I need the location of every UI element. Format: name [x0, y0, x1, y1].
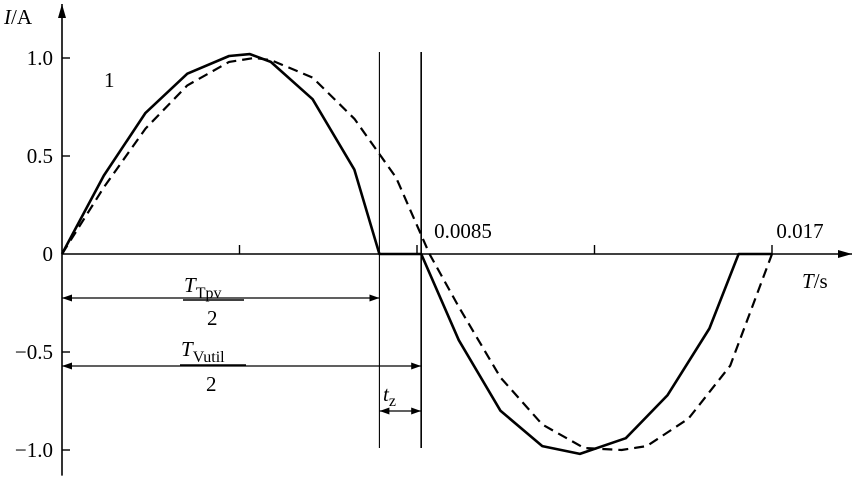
y-axis-label: I/A — [3, 5, 33, 29]
x-tick-label-1: 0.017 — [776, 219, 823, 243]
tz-label: tz — [383, 382, 396, 410]
series-solid-curve — [60, 52, 772, 456]
axis-ticks: 1.0 0.5 0 −0.5 −1.0 0.0085 0.017 — [15, 46, 824, 462]
tpv-denominator: 2 — [207, 306, 218, 330]
y-tick-label-4: −1.0 — [15, 438, 53, 462]
tvutil-denominator: 2 — [206, 372, 217, 396]
y-tick-label-0: 1.0 — [27, 46, 53, 70]
y-tick-label-1: 0.5 — [27, 144, 53, 168]
curve-label: 1 — [104, 68, 115, 92]
x-tick-label-0: 0.0085 — [434, 219, 492, 243]
axes — [58, 4, 852, 476]
tvutil-label: TVutil — [181, 337, 225, 366]
y-tick-label-3: −0.5 — [15, 340, 53, 364]
x-axis-label: T/s — [802, 269, 828, 293]
series-dashed-curve — [61, 56, 774, 452]
tpv-label: TTpv — [184, 273, 221, 302]
series-group — [60, 52, 774, 456]
dimension-annotations — [62, 294, 422, 415]
y-tick-label-2: 0 — [43, 242, 54, 266]
